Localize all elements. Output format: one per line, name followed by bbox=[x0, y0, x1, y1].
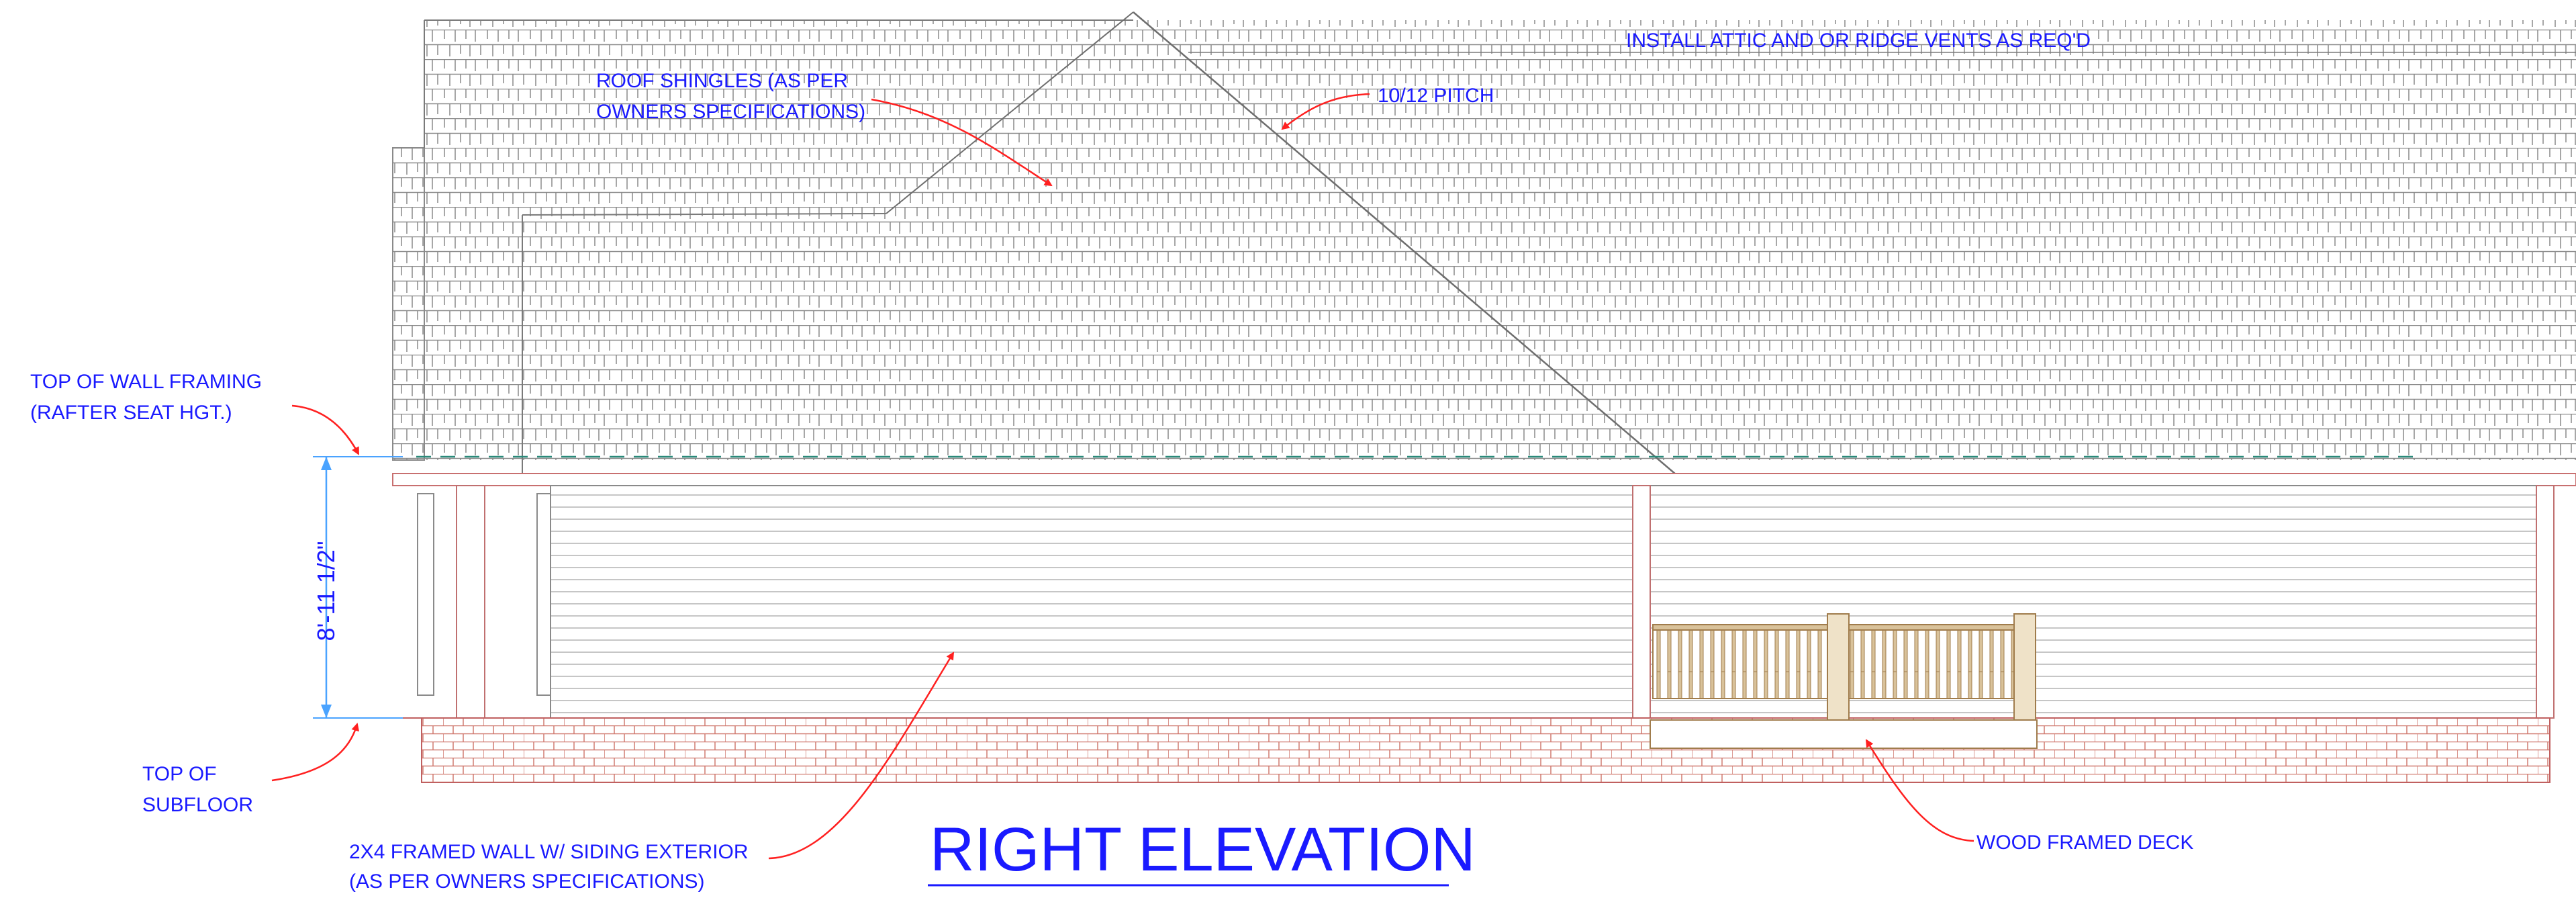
brick-foundation bbox=[421, 717, 2550, 783]
roof-shingles-upper bbox=[424, 20, 2576, 460]
porch-column-right bbox=[2536, 485, 2555, 719]
siding-wall-main bbox=[550, 485, 1633, 719]
porch-column-left bbox=[456, 485, 485, 719]
note-top-subfloor-line1: TOP OF bbox=[142, 763, 217, 785]
leader-deck bbox=[1865, 739, 1974, 842]
leader-lines bbox=[271, 93, 1974, 860]
annotations: ROOF SHINGLES (AS PER OWNERS SPECIFICATI… bbox=[30, 30, 2193, 893]
walls bbox=[417, 485, 2555, 719]
porch-column-mid bbox=[1632, 485, 1651, 719]
deck-post-left bbox=[1827, 613, 1850, 721]
window-right bbox=[536, 493, 551, 696]
drawing-title: RIGHT ELEVATION bbox=[928, 815, 1476, 887]
fascia-board bbox=[392, 473, 2576, 486]
note-top-wall-framing-line2: (RAFTER SEAT HGT.) bbox=[30, 402, 232, 424]
note-deck: WOOD FRAMED DECK bbox=[1976, 832, 2193, 854]
leader-pitch bbox=[1281, 93, 1370, 130]
leader-roof-shingles bbox=[871, 98, 1053, 187]
dimension-label: 8'-11 1/2" bbox=[312, 541, 340, 641]
note-top-wall-framing-line1: TOP OF WALL FRAMING bbox=[30, 371, 262, 393]
roof-shingles-left bbox=[392, 147, 425, 461]
note-framed-wall-line1: 2X4 FRAMED WALL W/ SIDING EXTERIOR bbox=[349, 841, 749, 863]
leader-subfloor bbox=[271, 723, 360, 782]
dimension-arrow-bottom bbox=[321, 705, 332, 718]
leader-top-wall bbox=[291, 404, 360, 455]
height-dimension: 8'-11 1/2" bbox=[312, 456, 403, 719]
roof-valley-line bbox=[886, 11, 1134, 214]
note-roof-shingles-line2: OWNERS SPECIFICATIONS) bbox=[596, 101, 865, 123]
note-pitch: 10/12 PITCH bbox=[1378, 85, 1494, 107]
window-left bbox=[417, 493, 434, 696]
foundation bbox=[322, 717, 2550, 783]
note-attic-vents: INSTALL ATTIC AND OR RIDGE VENTS AS REQ'… bbox=[1626, 30, 2091, 52]
roof bbox=[392, 11, 2576, 486]
note-framed-wall-line2: (AS PER OWNERS SPECIFICATIONS) bbox=[349, 870, 705, 893]
leader-framed-wall bbox=[768, 652, 955, 860]
roof-dormer-outline bbox=[522, 213, 887, 216]
drawing-title-text: RIGHT ELEVATION bbox=[930, 815, 1476, 884]
roof-hip-line bbox=[1133, 11, 1686, 483]
note-roof-shingles-line1: ROOF SHINGLES (AS PER bbox=[596, 70, 848, 92]
deck-band bbox=[1650, 719, 2038, 749]
wood-deck bbox=[1650, 613, 2038, 749]
note-top-subfloor-line2: SUBFLOOR bbox=[142, 794, 253, 816]
deck-post-right bbox=[2013, 613, 2036, 721]
dimension-arrow-top bbox=[321, 457, 332, 470]
